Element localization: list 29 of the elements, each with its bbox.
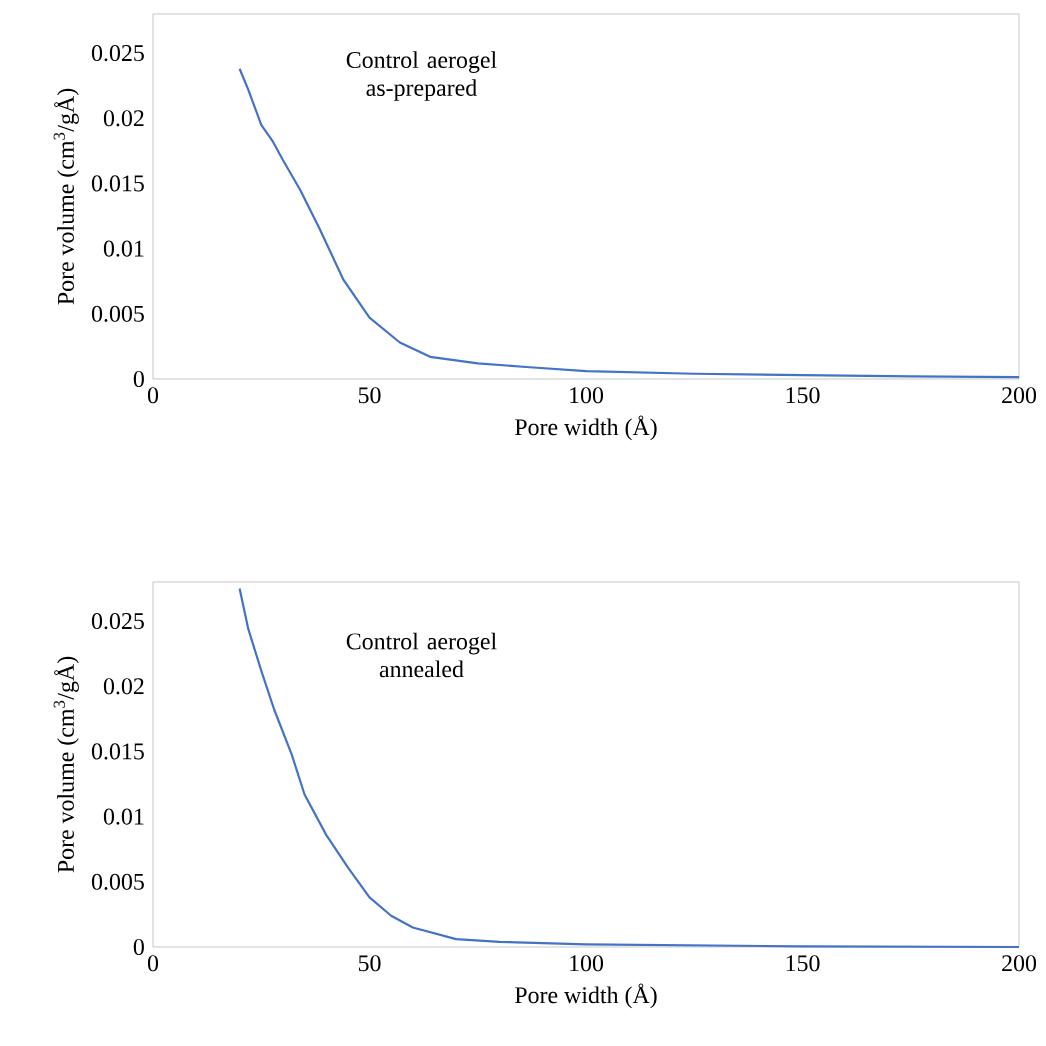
x-tick-label: 100: [570, 387, 604, 404]
y-tick-label: 0.025: [91, 612, 144, 630]
annotation: Control aerogel annealed: [346, 632, 497, 678]
x-tick-label: 200: [1002, 955, 1037, 972]
y-tick-label: 0.015: [91, 743, 144, 760]
x-tick-label: 200: [1002, 387, 1037, 404]
x-tick-label: 150: [786, 387, 820, 404]
x-tick-label: 0: [147, 955, 159, 972]
annotation: Control aerogel as-prepared: [346, 51, 497, 101]
x-tick-label: 0: [147, 387, 159, 404]
y-tick-label: 0.015: [91, 175, 144, 192]
y-tick-label: 0.025: [91, 44, 144, 62]
y-tick-label: 0.005: [91, 873, 144, 890]
x-tick-label: 50: [358, 955, 381, 972]
y-axis-title: Pore volume (cm$^{3}$/gÅ): [53, 88, 79, 305]
y-axis-title: Pore volume (cm$^{3}$/gÅ): [53, 656, 79, 873]
line-series: [238, 587, 1021, 949]
y-tick-label: 0: [133, 370, 144, 388]
x-tick-label: 50: [358, 387, 381, 404]
y-tick-label: 0.02: [103, 678, 144, 695]
y-tick-label: 0.01: [103, 240, 144, 257]
x-axis-title: Pore width (Å): [514, 415, 657, 441]
x-axis-title: Pore width (Å): [514, 983, 657, 1009]
y-tick-label: 0.02: [103, 110, 144, 127]
x-tick-label: 150: [786, 955, 820, 972]
y-tick-label: 0.01: [103, 808, 144, 825]
y-tick-label: 0: [133, 938, 144, 956]
x-tick-label: 100: [570, 955, 604, 972]
y-tick-label: 0.005: [91, 305, 144, 322]
